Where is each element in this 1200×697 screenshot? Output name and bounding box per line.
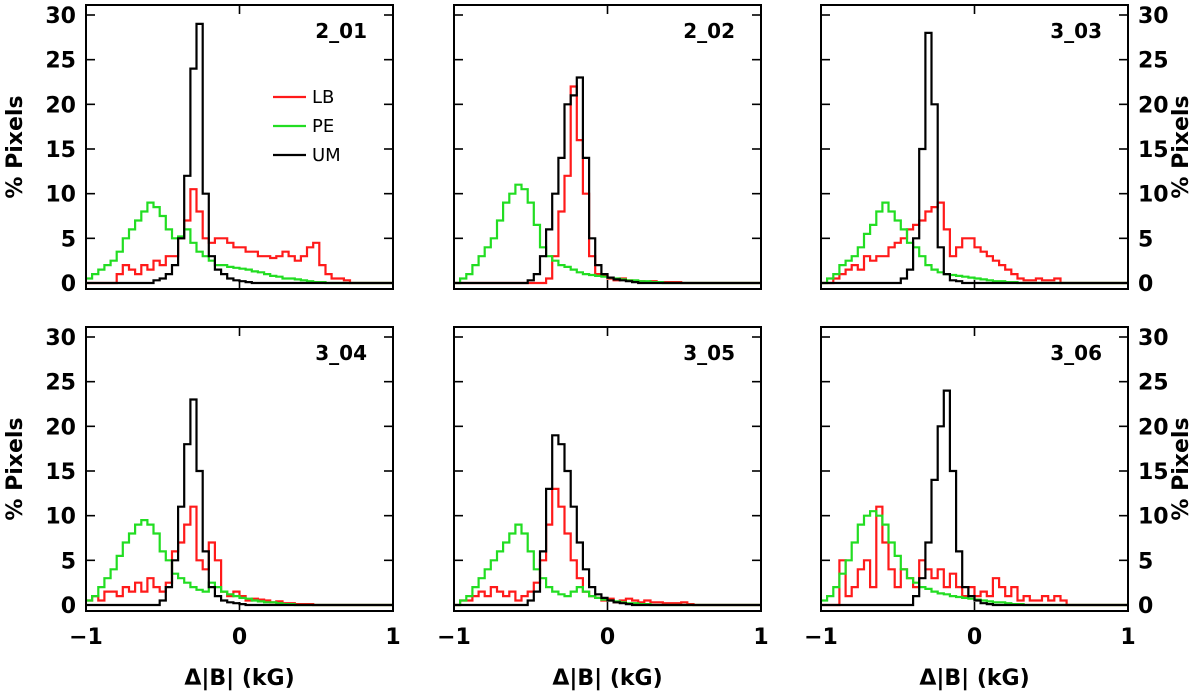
panel-label: 3_06 [1050,341,1102,365]
x-axis-label: Δ|B| (kG) [552,666,662,691]
panel-frame-3_05 [453,326,762,612]
panel-label: 2_02 [683,19,735,43]
x-tick-label: 1 [753,625,768,650]
x-tick-label: −1 [437,625,471,650]
y-tick-label: 10 [1138,505,1169,530]
y-tick-label: 0 [61,594,76,619]
legend: LB PE UM [273,87,341,166]
y-tick-label: 5 [61,549,76,574]
series-um-3_04 [86,398,393,607]
y-axis-label: % Pixels [3,417,28,520]
x-axis-label: Δ|B| (kG) [184,666,294,691]
x-tick-label: 0 [600,625,615,650]
panel-frame-2_02 [453,4,762,290]
y-tick-label: 15 [45,460,76,485]
y-tick-label: 25 [1138,49,1169,74]
y-tick-label: 25 [45,371,76,396]
y-axis-label: % Pixels [1169,417,1194,520]
y-tick-label: 10 [1138,183,1169,208]
y-tick-label: 30 [1138,326,1169,351]
y-axis-label: % Pixels [1169,95,1194,198]
series-um-2_01 [86,22,393,285]
series-pe-3_05 [454,523,761,607]
series-lb-3_06 [821,505,1128,607]
y-tick-label: 20 [45,93,76,118]
legend-label-lb: LB [312,87,334,108]
series-pe-2_02 [454,183,761,285]
y-tick-label: 15 [45,138,76,163]
series-um-3_06 [821,389,1128,607]
panel-frame-3_04 [85,326,394,612]
x-tick-label: 1 [1120,625,1135,650]
y-tick-label: 30 [45,4,76,29]
y-tick-label: 15 [1138,460,1169,485]
panel-label: 3_03 [1050,19,1102,43]
y-tick-label: 15 [1138,138,1169,163]
panel-2_02: 2_02 [453,4,762,290]
series-um-3_05 [454,434,761,607]
series-lb-2_02 [454,85,761,285]
y-tick-label: 25 [45,49,76,74]
y-tick-label: 5 [1138,549,1153,574]
series-lb-3_04 [86,505,393,607]
panel-2_01: 0 5 10 15 20 25 30 % Pixels 2_01 LB PE UM [3,4,394,297]
series-pe-2_01 [86,201,393,285]
panel-label: 3_04 [315,341,367,365]
y-tick-label: 30 [45,326,76,351]
y-tick-label: 10 [45,183,76,208]
y-tick-label: 10 [45,505,76,530]
y-tick-label: 20 [1138,93,1169,118]
panel-3_03: 0 5 10 15 20 25 30 % Pixels 3_03 [820,4,1194,297]
y-tick-label: 25 [1138,371,1169,396]
series-um-2_02 [454,76,761,285]
legend-label-pe: PE [312,116,334,137]
panel-frame-3_06 [820,326,1129,612]
x-tick-label: −1 [69,625,103,650]
panel-3_05: −1 0 1 Δ|B| (kG) 3_05 [437,326,769,691]
y-tick-label: 0 [1138,272,1153,297]
y-tick-label: 5 [1138,227,1153,252]
series-um-3_03 [821,31,1128,285]
y-tick-label: 20 [45,415,76,440]
legend-label-um: UM [312,145,341,166]
panel-label: 3_05 [683,341,735,365]
y-tick-label: 30 [1138,4,1169,29]
panel-3_04: 0 5 10 15 20 25 30 % Pixels −1 0 1 Δ|B| (kG) 3_04 [3,326,401,691]
series-lb-3_03 [821,201,1128,285]
y-tick-label: 0 [61,272,76,297]
y-axis-label: % Pixels [3,95,28,198]
series-lb-3_05 [454,487,761,607]
y-tick-label: 20 [1138,415,1169,440]
series-lb-2_01 [86,188,393,285]
x-axis-label: Δ|B| (kG) [919,666,1029,691]
y-tick-label: 0 [1138,594,1153,619]
y-tick-label: 5 [61,227,76,252]
x-tick-label: 0 [232,625,247,650]
x-tick-label: 0 [967,625,982,650]
panel-label: 2_01 [315,19,367,43]
x-tick-label: 1 [385,625,400,650]
x-tick-label: −1 [804,625,838,650]
